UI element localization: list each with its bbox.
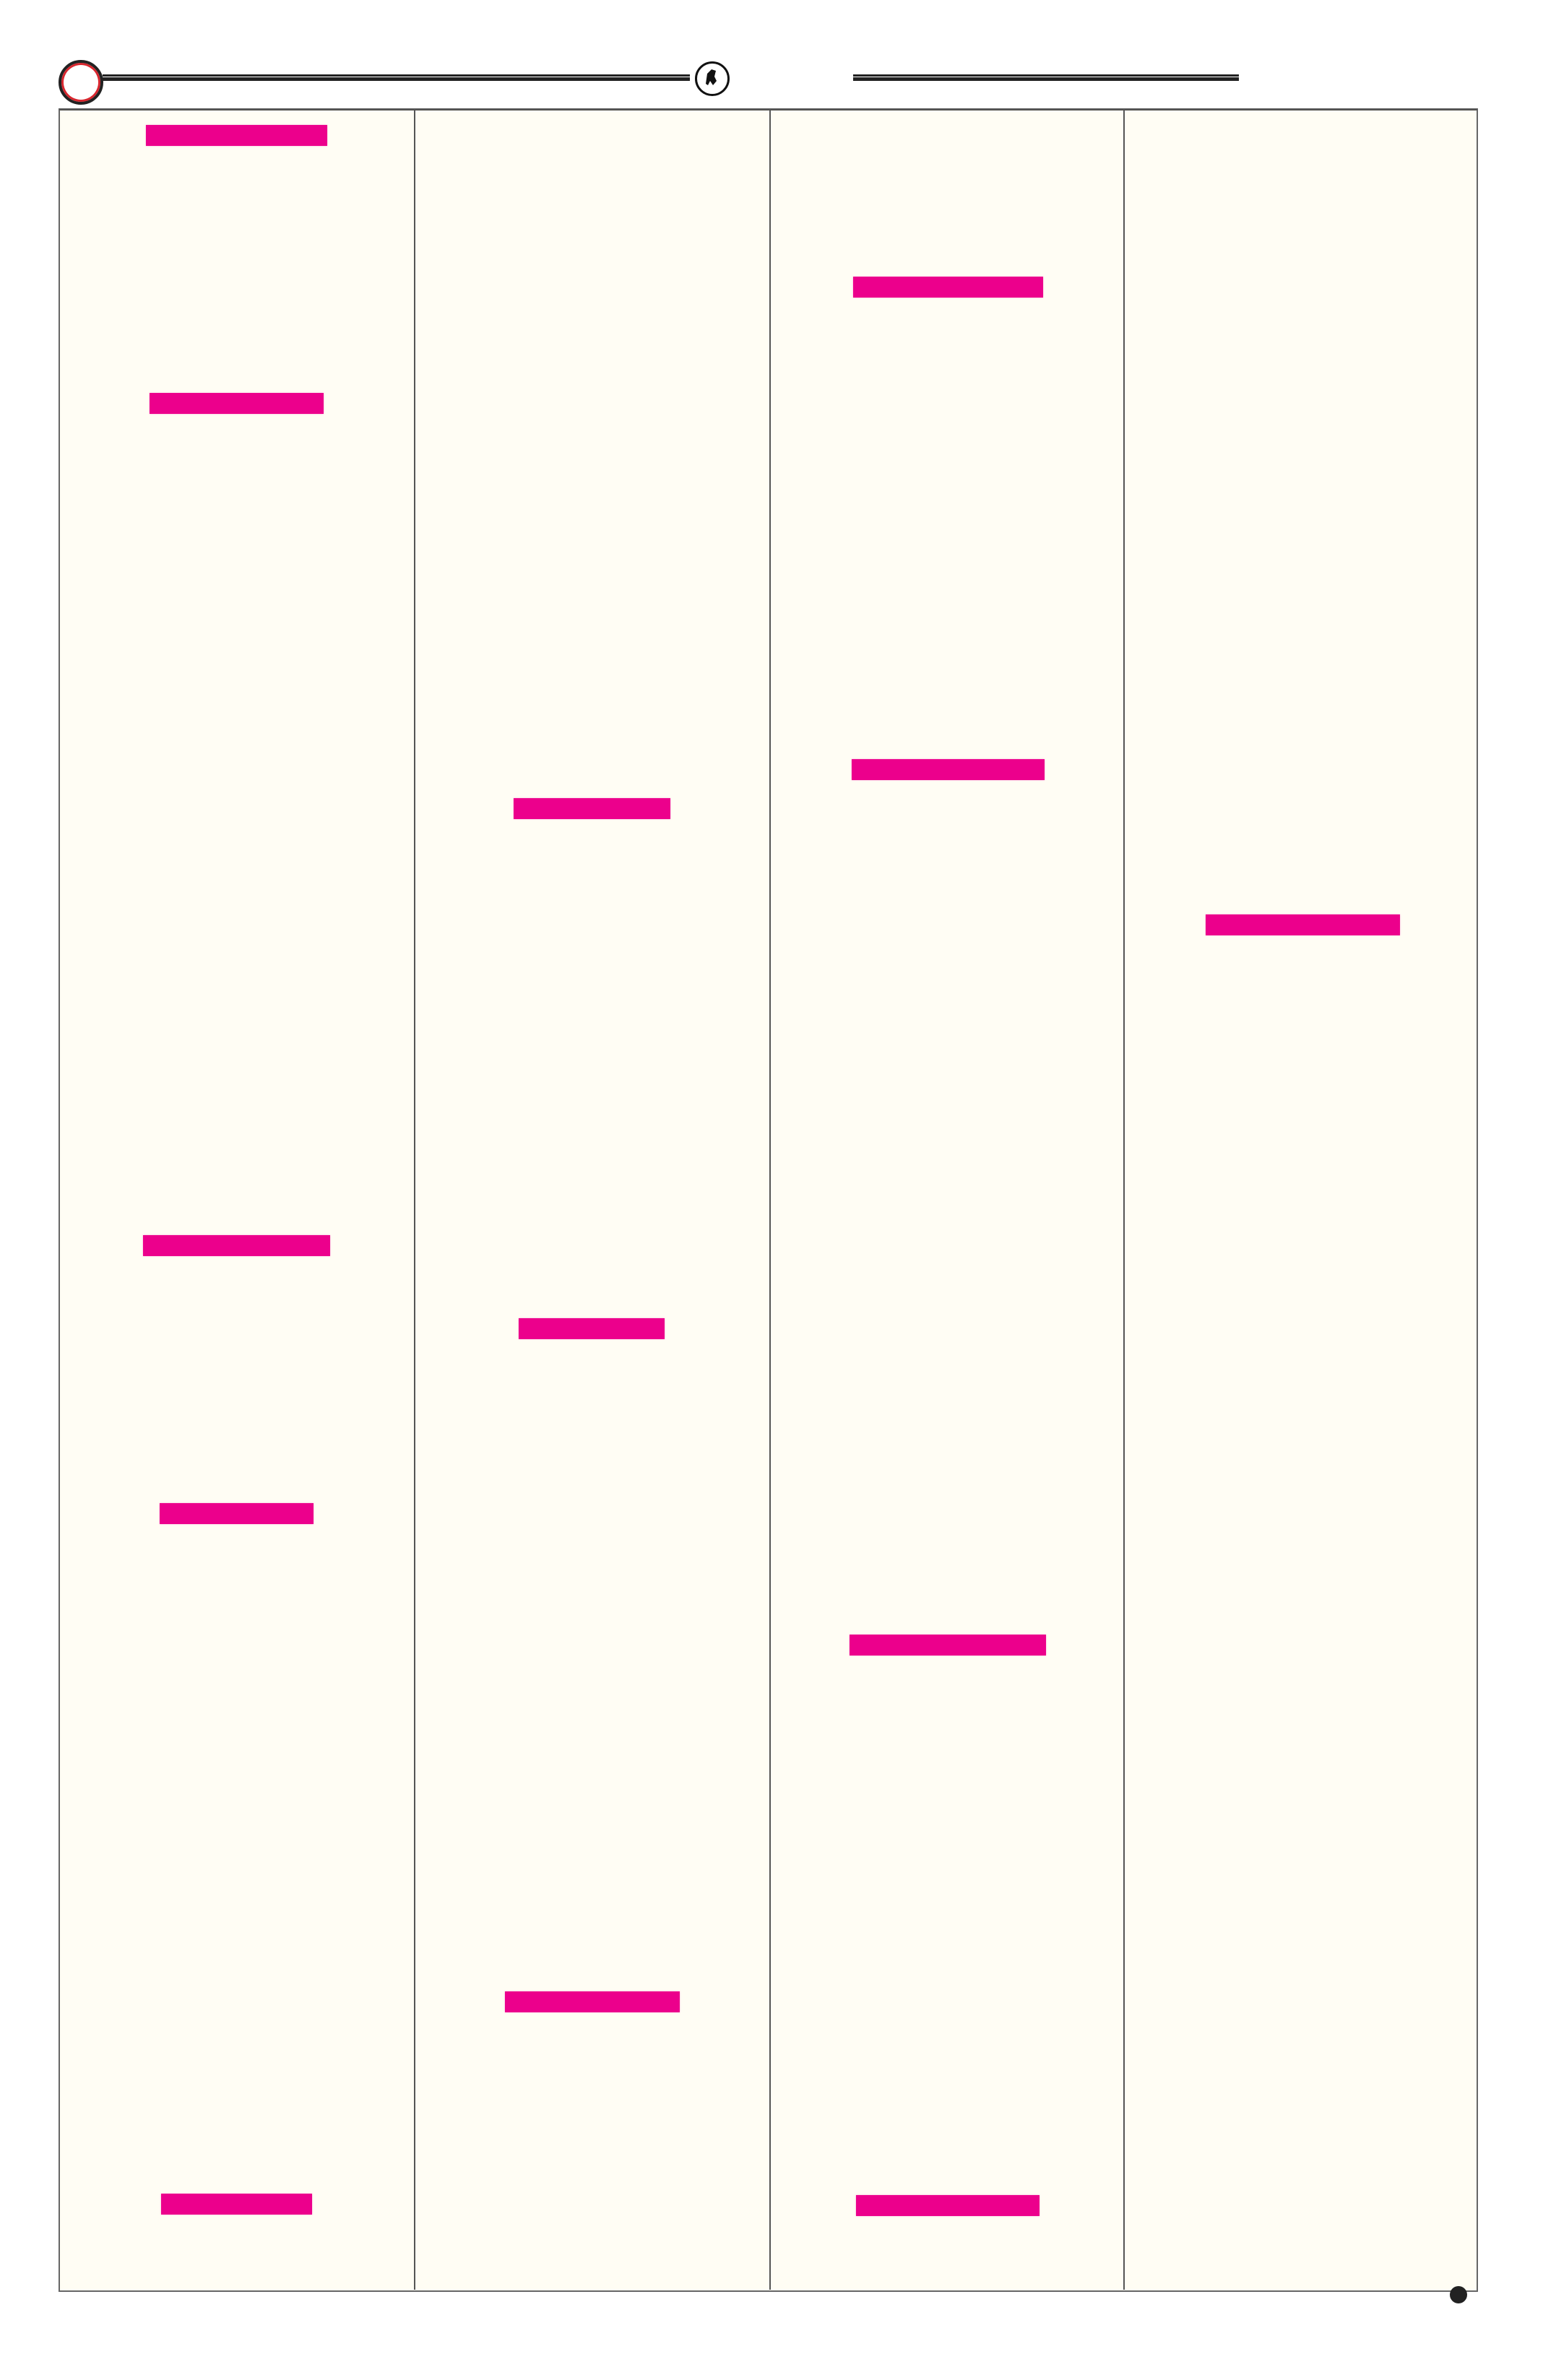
emblem-seal-icon <box>695 61 730 96</box>
header-rule-right <box>853 74 1239 81</box>
redaction-bar <box>519 1318 665 1339</box>
redaction-bar <box>1206 914 1400 935</box>
redaction-bar <box>146 125 327 146</box>
page-frame <box>59 108 1478 2292</box>
redaction-bar <box>850 1635 1046 1656</box>
redaction-bar <box>143 1235 330 1256</box>
column-divider <box>1123 108 1125 2290</box>
redaction-bar <box>514 798 670 819</box>
redaction-bar <box>161 2194 312 2215</box>
redaction-bar <box>853 277 1043 298</box>
dot-icon <box>1450 2286 1467 2303</box>
redaction-bar <box>150 393 324 414</box>
column-divider <box>414 108 415 2290</box>
redaction-bar <box>852 759 1045 780</box>
red-ring-icon <box>59 60 103 105</box>
column-divider <box>769 108 771 2290</box>
redaction-bar <box>856 2195 1040 2216</box>
redaction-bar <box>505 1991 680 2012</box>
redaction-bar <box>160 1503 314 1524</box>
header-rule-left <box>103 74 690 81</box>
